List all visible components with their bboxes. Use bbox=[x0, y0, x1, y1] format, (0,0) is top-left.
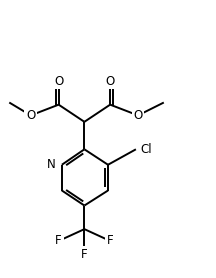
Text: F: F bbox=[81, 248, 88, 261]
Text: Cl: Cl bbox=[140, 143, 152, 156]
Text: O: O bbox=[106, 75, 115, 88]
Text: O: O bbox=[26, 109, 35, 122]
Text: O: O bbox=[133, 109, 143, 122]
Text: F: F bbox=[107, 234, 113, 247]
Text: O: O bbox=[54, 75, 63, 88]
Text: F: F bbox=[55, 234, 62, 247]
Text: N: N bbox=[47, 158, 56, 171]
